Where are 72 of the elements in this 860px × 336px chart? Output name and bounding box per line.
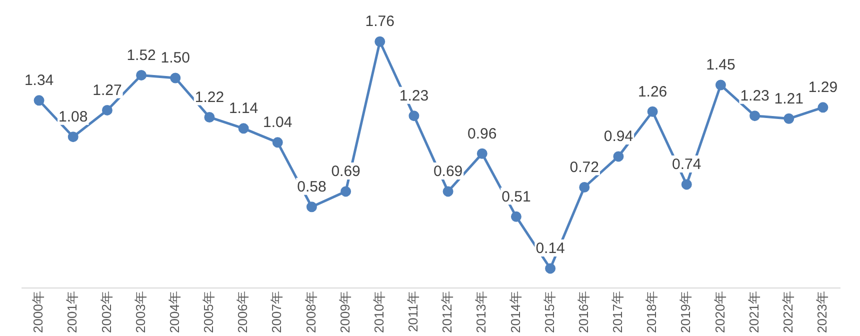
point — [306, 202, 317, 212]
point — [374, 36, 386, 47]
data-label: 1.23 — [399, 87, 429, 104]
point — [784, 113, 794, 124]
point — [476, 148, 488, 159]
x-tick-label: 2002年 — [98, 291, 114, 333]
point — [340, 186, 352, 197]
point — [34, 95, 44, 106]
x-tick-label: 2022年 — [780, 291, 796, 333]
point — [818, 102, 828, 113]
data-label: 0.58 — [297, 178, 326, 196]
point — [170, 72, 181, 84]
data-label: 0.69 — [331, 163, 360, 180]
x-tick-label: 2006年 — [235, 291, 250, 333]
x-tick-label: 2019年 — [678, 291, 694, 333]
point — [204, 112, 215, 122]
data-label: 0.94 — [604, 128, 634, 146]
data-label: 0.72 — [570, 158, 599, 176]
x-tick-label: 2016年 — [576, 291, 591, 333]
x-tick-label: 2023年 — [814, 291, 830, 333]
x-tick-label: 2007年 — [269, 291, 284, 333]
data-label: 1.27 — [92, 82, 122, 99]
point — [647, 106, 658, 117]
x-tick-label: 2012年 — [440, 291, 455, 333]
x-tick-label: 2003年 — [132, 291, 148, 333]
x-tick-label: 2011年 — [406, 291, 421, 332]
x-tick-label: 2008年 — [303, 291, 318, 333]
point — [238, 123, 249, 134]
point — [715, 80, 726, 90]
point — [102, 104, 112, 116]
point — [681, 179, 692, 190]
data-label: 0.74 — [672, 156, 702, 174]
x-tick-label: 2013年 — [474, 291, 489, 333]
data-label: 1.50 — [160, 50, 190, 67]
data-label: 1.34 — [24, 72, 54, 90]
point — [510, 211, 522, 222]
data-label: 1.76 — [365, 13, 394, 30]
point — [442, 186, 454, 197]
x-tick-label: 2000年 — [30, 291, 46, 333]
data-label: 1.08 — [58, 108, 88, 126]
point — [408, 110, 420, 122]
x-tick-label: 2005年 — [201, 291, 216, 333]
x-tick-label: 2021年 — [746, 291, 762, 333]
point — [579, 182, 590, 192]
x-tick-label: 2018年 — [644, 291, 660, 333]
data-label: 1.26 — [638, 83, 668, 100]
point — [613, 151, 624, 162]
point — [136, 70, 147, 80]
data-label: 1.14 — [228, 100, 258, 118]
x-tick-label: 2015年 — [542, 291, 557, 333]
x-tick-label: 2009年 — [337, 291, 352, 333]
point — [545, 263, 556, 274]
data-label: 0.69 — [433, 163, 463, 180]
data-label: 1.21 — [774, 90, 804, 108]
x-tick-label: 2004年 — [166, 291, 182, 333]
data-label: 0.14 — [536, 240, 565, 258]
x-tick-label: 2017年 — [610, 291, 626, 333]
data-label: 0.96 — [468, 125, 497, 142]
x-tick-label: 2001年 — [64, 291, 80, 333]
point — [272, 137, 283, 148]
point — [68, 132, 78, 142]
data-label: 1.23 — [740, 87, 770, 104]
data-label: 1.45 — [706, 56, 736, 74]
x-tick-label: 2014年 — [508, 291, 523, 333]
data-label: 1.22 — [194, 88, 224, 106]
data-label: 1.52 — [126, 46, 156, 64]
data-label: 1.04 — [263, 114, 292, 132]
data-label: 1.29 — [808, 79, 838, 96]
point — [750, 110, 760, 122]
x-tick-label: 2010年 — [371, 291, 386, 333]
data-label: 0.51 — [502, 188, 531, 206]
x-tick-label: 2020年 — [712, 291, 728, 333]
